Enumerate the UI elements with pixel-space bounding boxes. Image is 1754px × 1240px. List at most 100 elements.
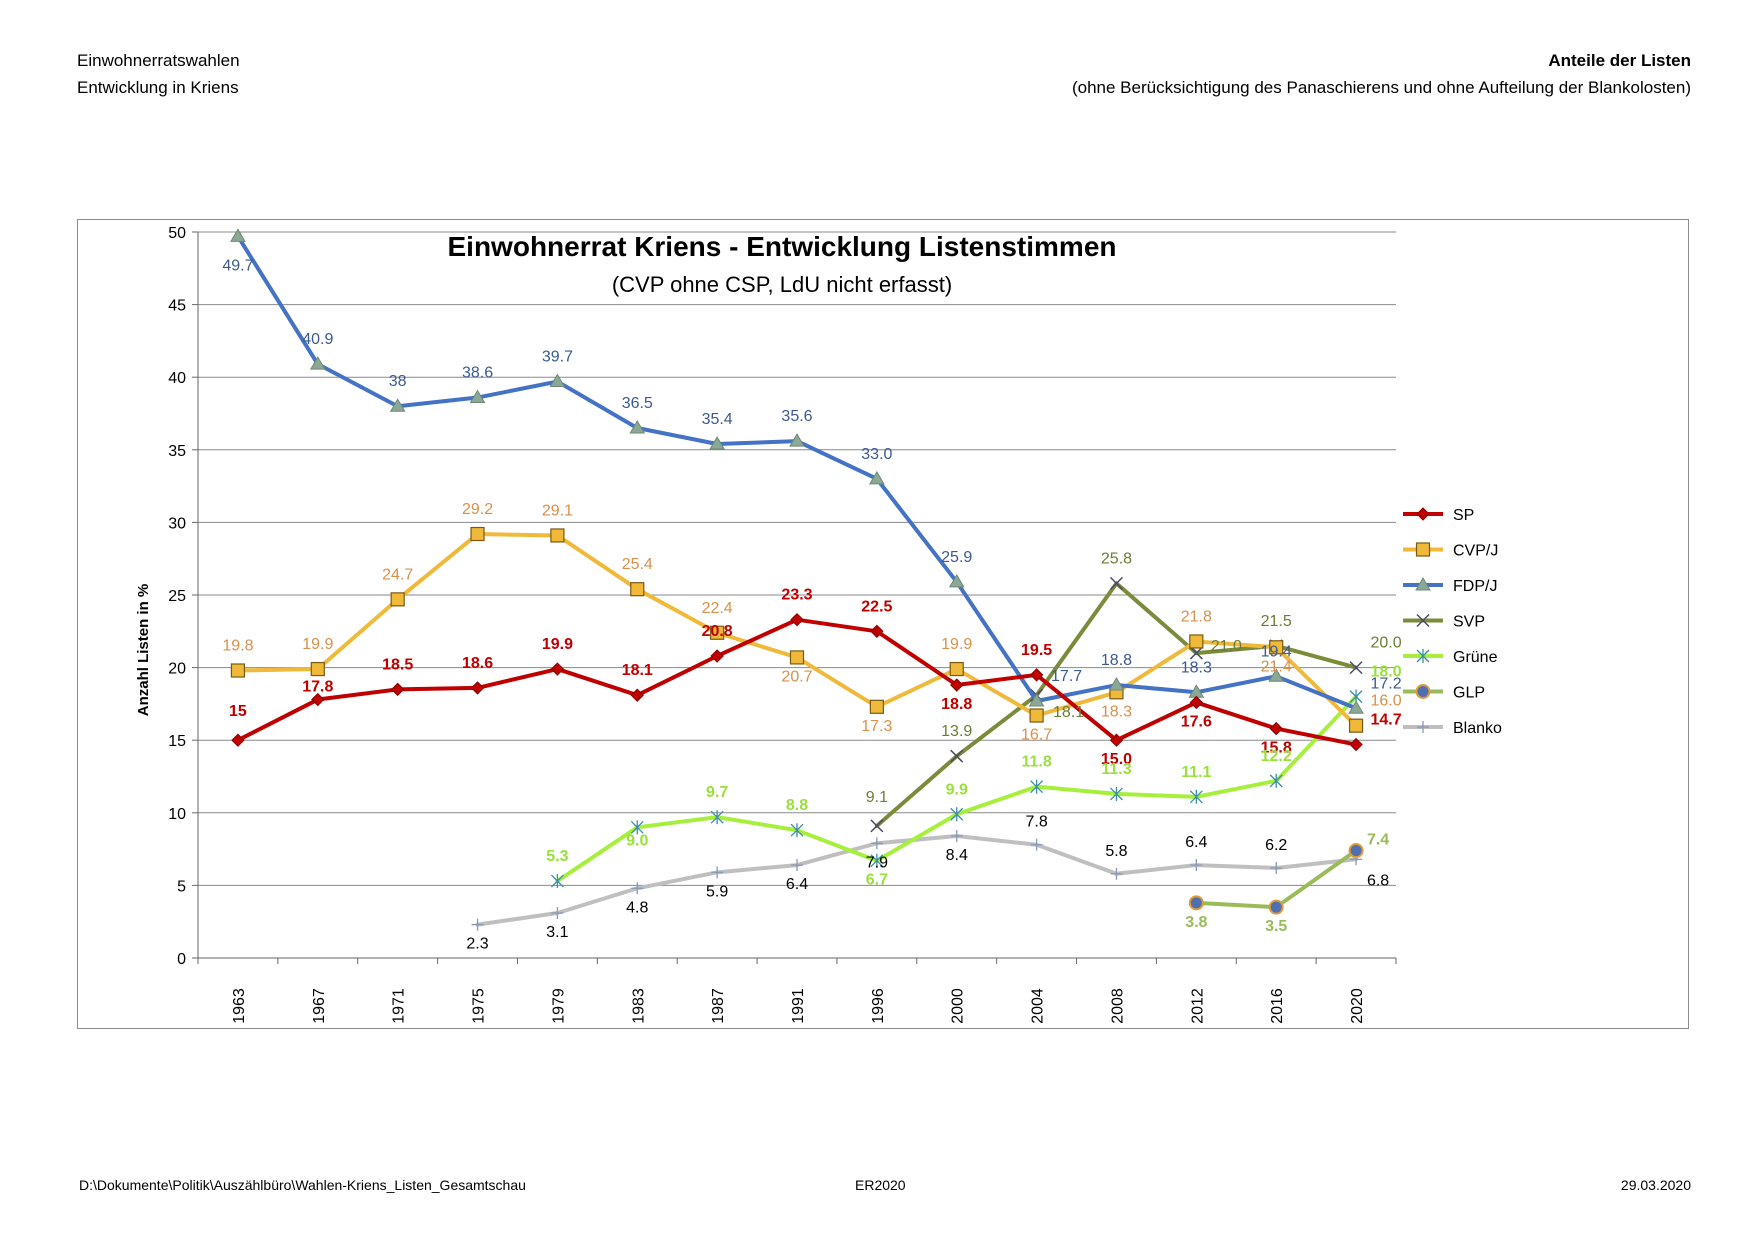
data-point-marker <box>1028 693 1045 707</box>
x-tick-label: 1987 <box>710 988 727 1024</box>
data-label: 3.5 <box>1265 918 1287 935</box>
y-tick-label: 5 <box>177 878 186 895</box>
data-label: 19.4 <box>1261 643 1292 660</box>
data-point-marker <box>791 859 803 872</box>
data-point-marker <box>950 807 964 822</box>
footer-path: D:\Dokumente\Politik\Auszählbüro\Wahlen-… <box>79 1177 526 1193</box>
data-point-marker <box>1268 899 1284 915</box>
data-point-marker <box>1029 668 1044 682</box>
data-label: 18.1 <box>1053 704 1084 721</box>
data-point-marker <box>1268 668 1285 682</box>
legend: SP CVP/J FDP/J SVP Grüne GLP Blanko <box>1403 507 1502 737</box>
data-label: 5.8 <box>1105 843 1127 860</box>
data-point-marker <box>870 624 884 639</box>
data-point-marker <box>950 830 963 843</box>
data-point-marker <box>550 528 565 543</box>
data-label: 20.8 <box>702 623 733 640</box>
data-label: 8.4 <box>946 847 968 864</box>
data-point-marker <box>710 649 724 663</box>
data-point-marker <box>870 837 883 850</box>
x-tick-label: 2000 <box>950 988 967 1024</box>
data-label: 17.7 <box>1051 668 1082 685</box>
y-tick-label: 30 <box>168 515 186 532</box>
data-label: 25.8 <box>1101 550 1132 567</box>
data-point-marker <box>390 682 405 697</box>
legend-label: SP <box>1453 507 1474 524</box>
chart-title: Einwohnerrat Kriens - Entwicklung Listen… <box>448 231 1117 262</box>
data-label: 6.4 <box>1185 834 1207 851</box>
data-point-marker <box>1109 733 1124 747</box>
data-label: 18.5 <box>382 656 413 673</box>
legend-label: Blanko <box>1453 720 1502 737</box>
data-point-marker <box>1416 507 1430 521</box>
data-label: 6.4 <box>786 876 808 893</box>
data-point-marker <box>309 356 326 370</box>
data-point-marker <box>1110 786 1123 801</box>
data-label: 36.5 <box>622 395 653 412</box>
x-tick-label: 1967 <box>311 988 328 1024</box>
header-title: Einwohnerratswahlen <box>77 51 240 70</box>
data-label: 33.0 <box>861 446 892 463</box>
data-label: 15 <box>229 703 247 720</box>
data-point-marker <box>1348 843 1364 859</box>
data-label: 38 <box>389 373 407 390</box>
data-point-marker <box>1269 721 1283 736</box>
axes: 0 5 10 15 20 25 30 35 40 45 50 1963 1967 1971 1975 1979… <box>168 225 1397 1024</box>
data-label: 7.4 <box>1367 832 1389 849</box>
marker-stroke <box>1109 576 1123 590</box>
data-point-marker <box>1270 861 1283 874</box>
data-label: 17.2 <box>1370 675 1401 692</box>
x-tick-label: 2016 <box>1269 988 1286 1024</box>
data-label: 17.6 <box>1181 713 1212 730</box>
data-label: 25.9 <box>941 549 972 566</box>
data-point-marker <box>948 573 965 588</box>
data-label: 40.9 <box>302 331 333 348</box>
x-tick-label: 1963 <box>231 988 248 1024</box>
data-point-marker <box>950 678 964 692</box>
data-label: 13.9 <box>941 723 972 740</box>
data-point-marker <box>1189 646 1203 660</box>
data-point-marker <box>231 733 245 747</box>
data-point-marker <box>1189 695 1204 710</box>
series-glp <box>1188 843 1364 915</box>
y-tick-label: 10 <box>168 806 186 823</box>
data-point-marker <box>311 692 325 707</box>
marker-stroke <box>950 749 964 763</box>
series-cvp-j <box>230 526 1364 733</box>
data-label: 9.0 <box>626 832 648 849</box>
data-label: 18.6 <box>462 655 493 672</box>
series-line <box>235 532 1359 728</box>
data-point-marker <box>950 749 964 763</box>
footer-code: ER2020 <box>855 1177 906 1193</box>
legend-item: GLP <box>1403 684 1485 702</box>
series-lines <box>230 228 1364 931</box>
data-point-marker <box>1417 721 1429 733</box>
data-label: 21.0 <box>1211 638 1242 655</box>
data-point-marker <box>1108 677 1125 691</box>
legend-item: SP <box>1403 507 1474 524</box>
x-tick-label: 2012 <box>1189 988 1206 1024</box>
data-label: 18.8 <box>1101 652 1132 669</box>
data-label: 12.2 <box>1261 748 1292 765</box>
data-point-marker <box>1348 718 1364 733</box>
data-label: 18.3 <box>1181 659 1212 676</box>
data-point-marker <box>630 688 644 702</box>
series-line <box>1194 848 1359 910</box>
data-point-marker <box>310 661 325 677</box>
chart-frame: Einwohnerrat Kriens - Entwicklung Listen… <box>77 219 1689 1029</box>
data-label: 18.8 <box>941 696 972 713</box>
data-point-marker <box>1269 773 1283 788</box>
series-line <box>235 234 1359 711</box>
y-tick-label: 20 <box>168 661 186 678</box>
data-label: 5.3 <box>546 848 568 865</box>
y-tick-label: 25 <box>168 588 186 605</box>
data-point-marker <box>470 681 485 695</box>
y-axis-label: Anzahl Listen in % <box>135 584 152 717</box>
x-tick-label: 2020 <box>1349 988 1366 1024</box>
data-point-marker <box>868 470 885 485</box>
series-sp <box>231 612 1363 752</box>
data-label: 19.5 <box>1021 642 1052 659</box>
legend-label: SVP <box>1453 614 1485 631</box>
data-point-marker <box>629 420 646 434</box>
data-label: 21.8 <box>1181 608 1212 625</box>
